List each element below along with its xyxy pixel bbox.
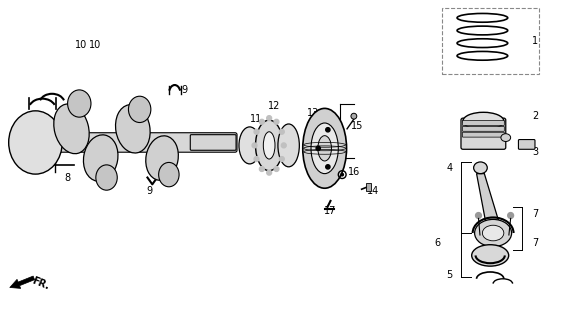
Ellipse shape [483,225,504,241]
Text: 8: 8 [65,172,70,182]
Ellipse shape [116,105,150,153]
Ellipse shape [475,220,512,247]
Text: 10: 10 [75,40,87,50]
Text: 17: 17 [324,206,337,216]
Ellipse shape [492,16,500,20]
Ellipse shape [318,136,332,161]
Ellipse shape [146,136,178,180]
FancyBboxPatch shape [463,132,504,137]
Ellipse shape [311,123,338,174]
Circle shape [326,165,330,169]
Ellipse shape [239,127,261,164]
Ellipse shape [9,111,62,174]
Text: 7: 7 [532,238,538,248]
Text: 16: 16 [348,167,360,177]
Text: 12: 12 [268,101,280,111]
Ellipse shape [340,173,344,177]
Circle shape [259,167,264,172]
Text: 5: 5 [446,270,453,280]
Text: 12: 12 [282,143,295,153]
Text: 14: 14 [367,186,379,196]
Circle shape [475,212,481,219]
Text: 2: 2 [532,111,538,121]
Circle shape [266,116,272,121]
Circle shape [274,167,279,172]
Circle shape [508,212,514,219]
Ellipse shape [303,108,346,188]
Circle shape [274,119,279,124]
FancyBboxPatch shape [190,135,236,150]
Circle shape [254,156,259,162]
FancyBboxPatch shape [463,126,504,131]
Text: 10: 10 [89,40,101,50]
Ellipse shape [351,113,357,119]
FancyBboxPatch shape [461,118,506,149]
Bar [441,8,539,74]
Polygon shape [477,174,500,225]
Ellipse shape [255,120,283,171]
Text: 9: 9 [146,186,153,196]
Bar [366,183,372,191]
Ellipse shape [492,54,500,58]
Circle shape [259,119,264,124]
Circle shape [326,128,330,132]
Circle shape [254,129,259,134]
Ellipse shape [501,134,511,141]
Text: 6: 6 [434,238,441,248]
Ellipse shape [492,41,500,45]
Ellipse shape [474,162,487,174]
Ellipse shape [83,135,118,181]
FancyBboxPatch shape [463,121,504,125]
Ellipse shape [68,90,91,117]
Ellipse shape [278,124,299,167]
Ellipse shape [264,132,275,159]
FancyBboxPatch shape [33,133,237,152]
Circle shape [279,129,284,134]
Circle shape [281,143,286,148]
Text: 9: 9 [181,85,187,95]
Text: FR.: FR. [31,276,51,292]
Text: 7: 7 [532,209,538,219]
Ellipse shape [492,28,500,32]
Text: 15: 15 [350,121,363,131]
Text: 13: 13 [307,108,319,118]
Ellipse shape [129,96,151,123]
Circle shape [266,170,272,175]
Text: 4: 4 [446,163,453,173]
Circle shape [252,143,257,148]
Text: 11: 11 [251,114,262,124]
Text: 3: 3 [532,147,538,157]
Circle shape [279,156,284,162]
Circle shape [316,146,321,150]
FancyBboxPatch shape [518,140,535,149]
Ellipse shape [54,104,89,154]
Ellipse shape [472,245,509,266]
Ellipse shape [96,165,117,190]
Ellipse shape [463,112,504,130]
Ellipse shape [158,163,179,187]
Text: 1: 1 [532,36,538,46]
